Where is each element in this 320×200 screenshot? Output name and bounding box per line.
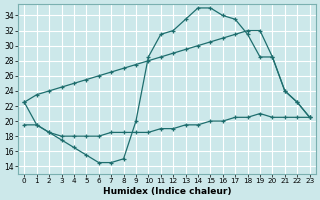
X-axis label: Humidex (Indice chaleur): Humidex (Indice chaleur): [103, 187, 231, 196]
